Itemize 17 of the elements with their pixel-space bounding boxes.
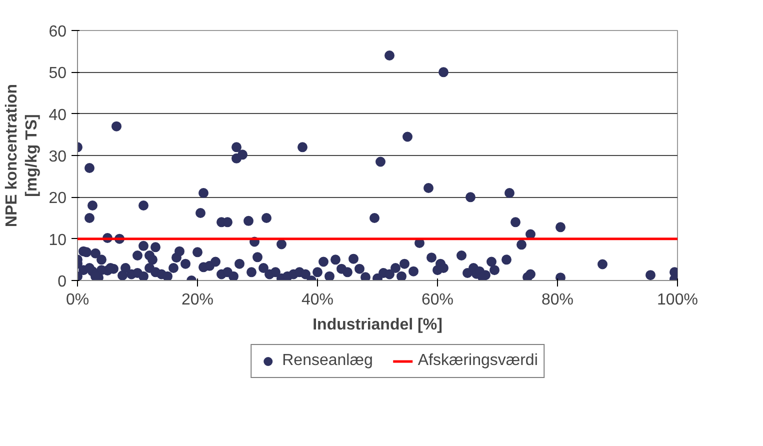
legend-label: Renseanlæg	[282, 352, 373, 370]
y-tick-label: 10	[48, 232, 67, 249]
y-tick-label: 40	[48, 106, 67, 124]
x-axis-title: Industriandel [%]	[312, 316, 442, 334]
legend-label: Afskæringsværdi	[418, 352, 538, 370]
x-tick-label: 100%	[657, 292, 698, 308]
y-tick-label: 0	[58, 274, 67, 290]
x-tick-label: 80%	[541, 292, 574, 308]
y-tick-label: 50	[48, 65, 67, 82]
x-tick-label: 0%	[66, 292, 90, 308]
y-tick-label: 30	[48, 148, 67, 166]
x-tick-label: 40%	[301, 292, 334, 308]
x-tick-label: 60%	[421, 292, 454, 308]
y-tick-label: 20	[48, 190, 67, 208]
x-tick-label: 20%	[181, 292, 214, 308]
y-axis-title: NPE koncentration [mg/kg TS]	[3, 84, 41, 228]
y-tick-label: 60	[48, 24, 67, 40]
